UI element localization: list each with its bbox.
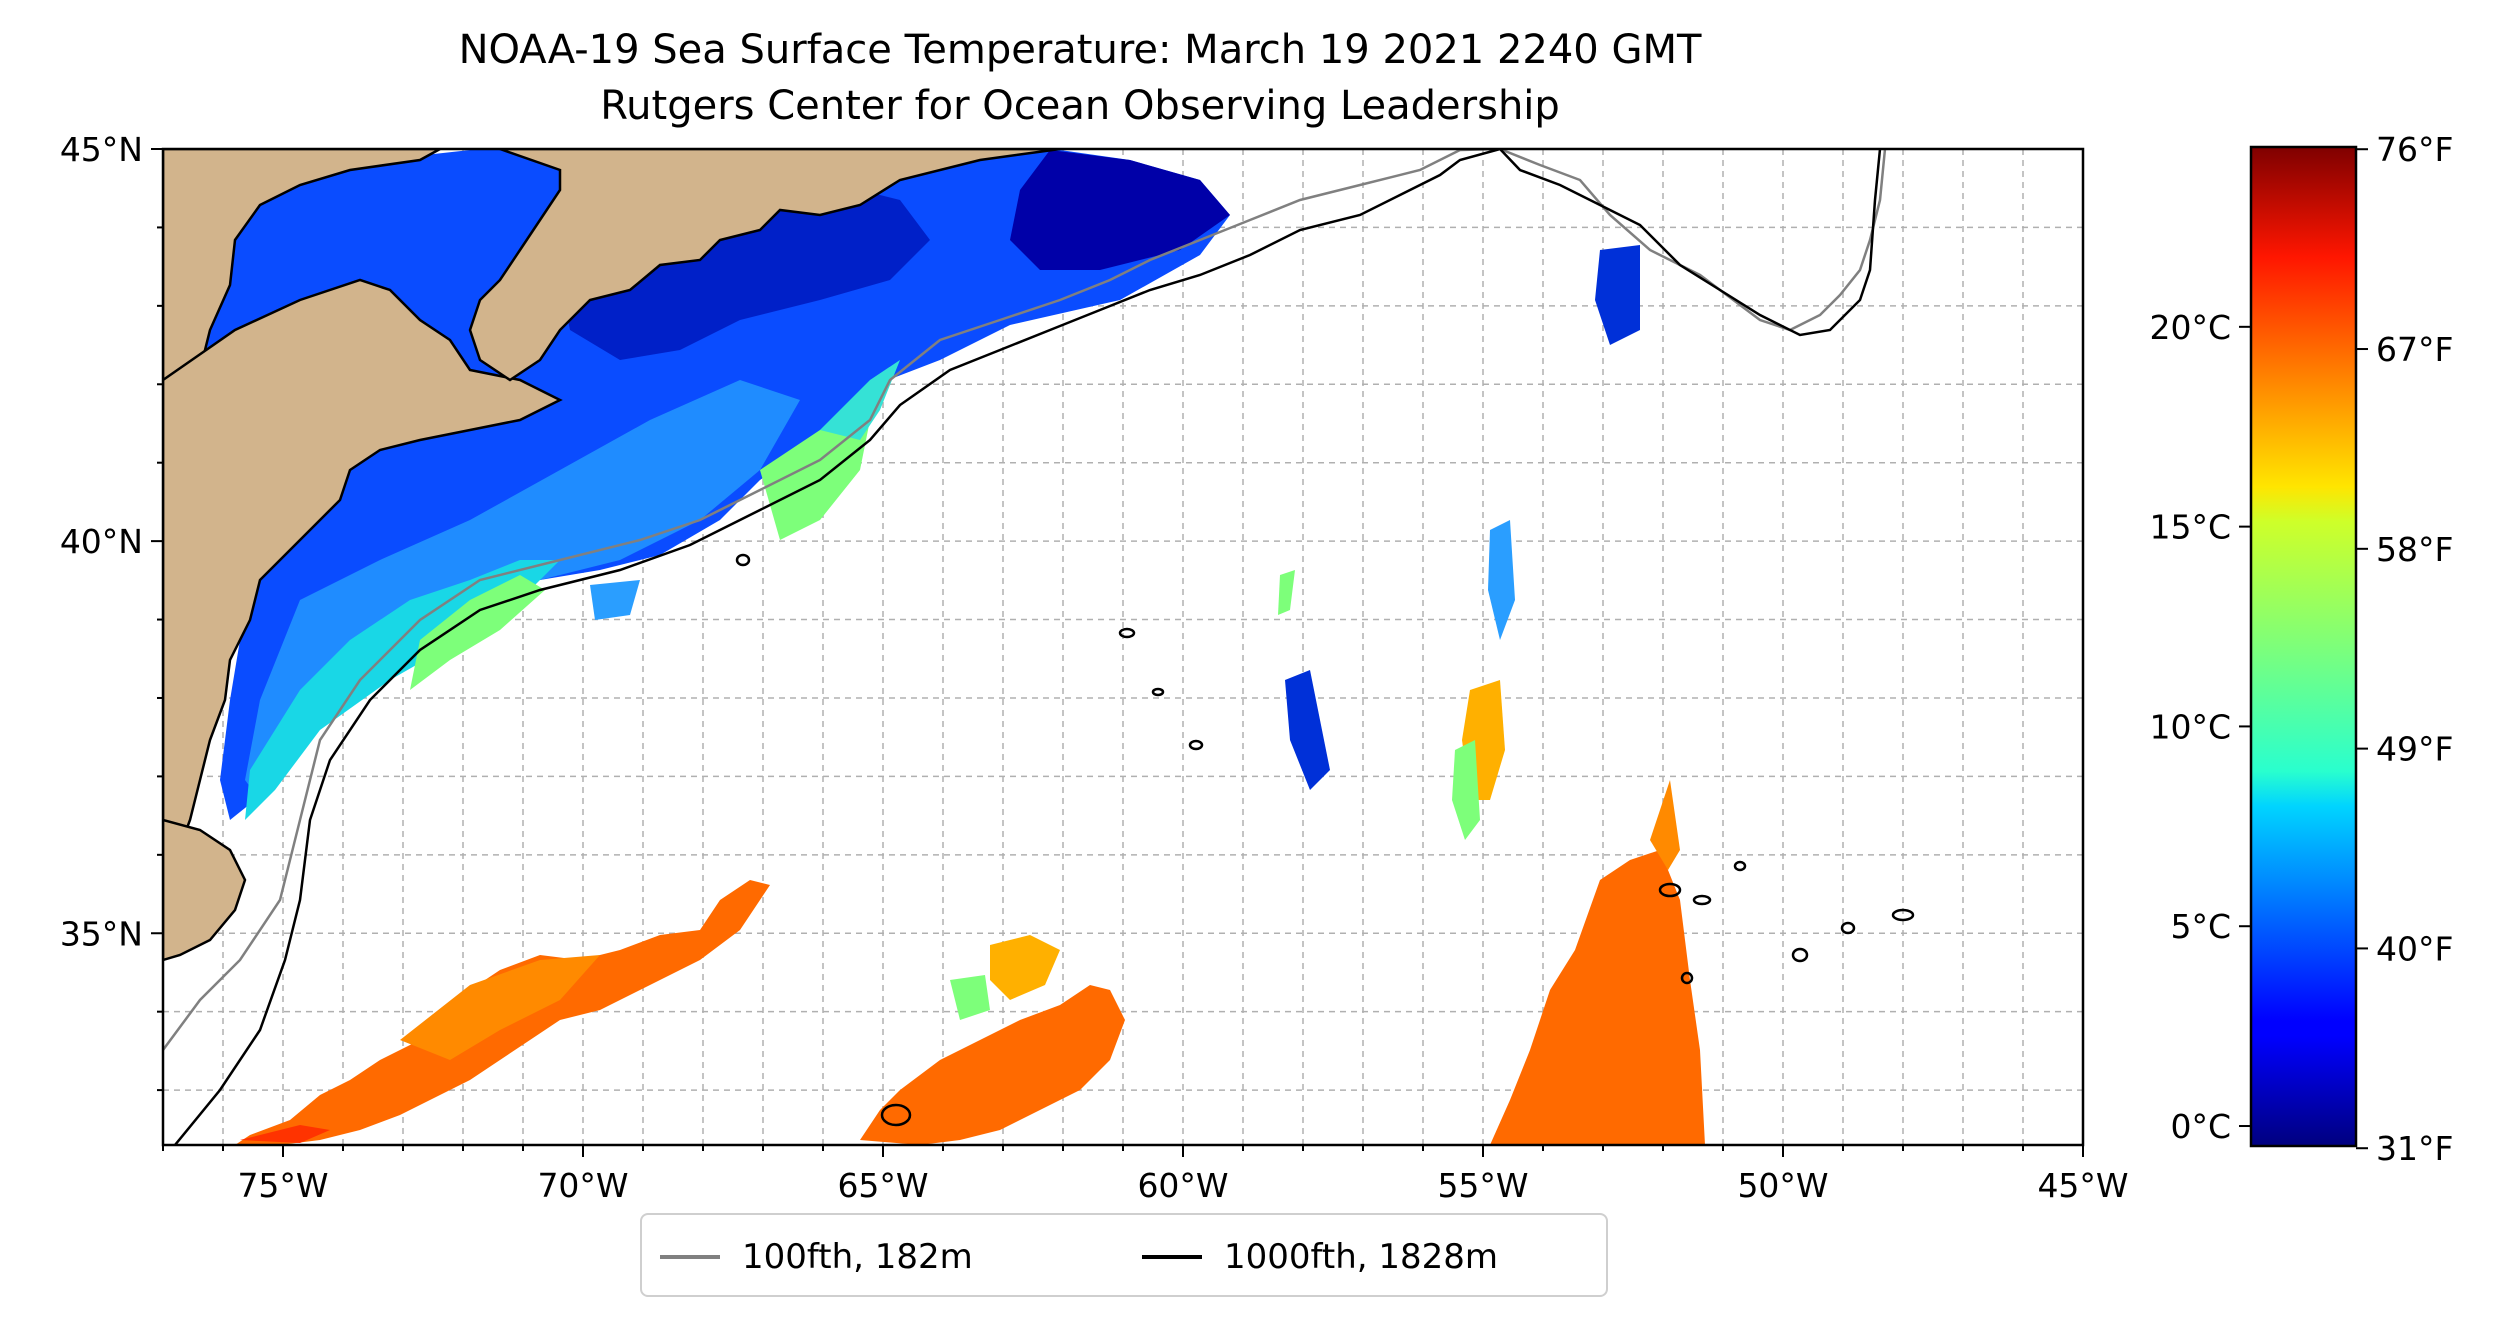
figure-subtitle: Rutgers Center for Ocean Observing Leade…	[600, 83, 1560, 129]
colorbar-celsius-label: 0°C	[2170, 1107, 2231, 1146]
colorbar-celsius-label: 20°C	[2149, 308, 2231, 347]
land-southeast-coast	[163, 818, 247, 962]
x-tick-label: 60°W	[1137, 1166, 1228, 1205]
sst-warm-gulf-stream	[235, 780, 1705, 1145]
seamount-contours	[735, 553, 1915, 1127]
colorbar-axes: 0°C 5°C 10°C 15°C 20°C 31°F 40°F 49°F 58°F 67°F 76…	[2149, 130, 2453, 1168]
colorbar-fahrenheit-label: 31°F	[2376, 1129, 2453, 1168]
legend-item-100fth: 100fth, 182m	[660, 1233, 973, 1281]
x-tick-label: 65°W	[837, 1166, 928, 1205]
legend-line-1000fth	[1142, 1255, 1202, 1259]
isobath-1000fth	[174, 149, 1882, 1145]
colorbar-celsius-label: 10°C	[2149, 707, 2231, 746]
colorbar-celsius-label: 15°C	[2149, 508, 2231, 547]
y-tick-label: 45°N	[60, 130, 143, 169]
x-tick-label: 70°W	[537, 1166, 628, 1205]
sst-scattered-patches	[590, 245, 1640, 840]
x-tick-label: 55°W	[1437, 1166, 1528, 1205]
colorbar-celsius-label: 5°C	[2170, 907, 2231, 946]
legend-item-1000fth: 1000fth, 1828m	[1142, 1233, 1498, 1281]
colorbar-fahrenheit-label: 58°F	[2376, 530, 2453, 569]
y-tick-label: 35°N	[60, 914, 143, 953]
colorbar-fahrenheit-label: 67°F	[2376, 330, 2453, 369]
isobath-100fth	[163, 149, 1887, 1051]
colorbar	[2249, 145, 2358, 1148]
x-tick-label: 45°W	[2037, 1166, 2128, 1205]
y-tick-label: 40°N	[60, 522, 143, 561]
x-tick-label: 50°W	[1737, 1166, 1828, 1205]
colorbar-fahrenheit-label: 76°F	[2376, 130, 2453, 169]
colorbar-fahrenheit-label: 40°F	[2376, 929, 2453, 968]
legend-label-100fth: 100fth, 182m	[742, 1237, 973, 1277]
map-axes: 75°W 70°W 65°W 60°W 55°W 50°W 45°W 45°N 40°N 35°N	[60, 130, 2129, 1205]
legend-line-100fth	[660, 1255, 720, 1259]
figure-title: NOAA-19 Sea Surface Temperature: March 1…	[458, 27, 1702, 73]
legend-label-1000fth: 1000fth, 1828m	[1224, 1237, 1499, 1277]
x-tick-label: 75°W	[237, 1166, 328, 1205]
land-new-england	[163, 278, 563, 862]
colorbar-fahrenheit-label: 49°F	[2376, 730, 2453, 769]
legend: 100fth, 182m 1000fth, 1828m	[640, 1213, 1608, 1297]
land-maine-nova-scotia	[468, 149, 1061, 382]
